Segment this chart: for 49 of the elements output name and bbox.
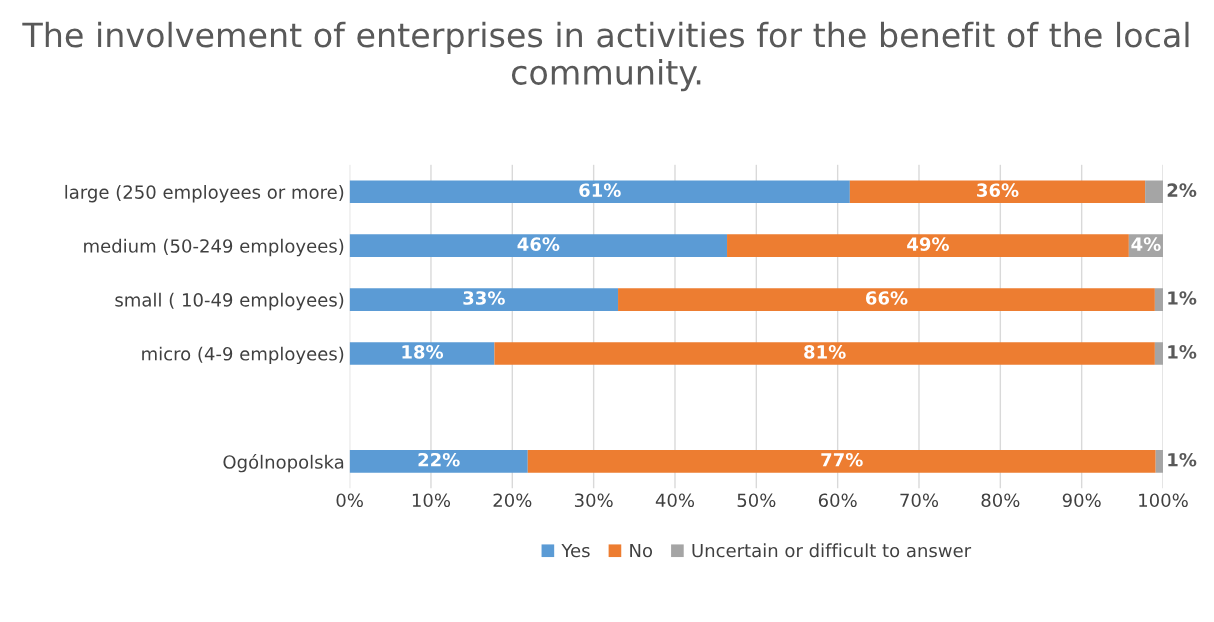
y-tick-label: Ogólnopolska <box>223 454 344 473</box>
data-label: 77% <box>821 452 863 467</box>
x-tick-label: 90% <box>1062 493 1101 508</box>
x-tick-label: 10% <box>412 493 451 508</box>
y-tick-label: large (250 employees or more) <box>65 184 344 203</box>
x-tick-label: 60% <box>818 493 857 508</box>
bar <box>1154 288 1164 311</box>
bar <box>349 234 728 258</box>
bar <box>349 288 619 311</box>
legend-label: Uncertain or difficult to answer <box>692 543 972 558</box>
data-label: 61% <box>579 183 621 198</box>
x-tick-label: 40% <box>655 493 695 508</box>
bar <box>494 342 1155 365</box>
x-tick-label: 70% <box>900 493 939 508</box>
x-tick-label: 20% <box>493 493 532 508</box>
chart-title: The involvement of enterprises in activities for the benefit of the local community. <box>22 21 1189 92</box>
data-label: 22% <box>418 452 460 467</box>
bar <box>349 180 850 204</box>
y-tick-label: micro (4-9 employees) <box>142 346 344 365</box>
bar <box>727 234 1129 258</box>
data-label: 36% <box>977 183 1019 198</box>
bar <box>527 450 1156 473</box>
data-label: 49% <box>907 237 949 251</box>
bar <box>618 288 1155 311</box>
y-tick-label: small ( 10-49 employees) <box>115 292 344 311</box>
data-label: 18% <box>402 345 444 359</box>
bar <box>349 342 495 365</box>
bar <box>1145 180 1164 204</box>
legend-label: Yes <box>561 543 590 558</box>
data-label: 46% <box>517 237 560 251</box>
data-label: 33% <box>463 291 505 305</box>
data-label: 81% <box>804 345 846 359</box>
x-tick-label: 80% <box>981 493 1020 508</box>
data-label: 2% <box>1167 183 1197 198</box>
bar <box>349 450 528 473</box>
y-tick-label: medium (50-249 employees) <box>84 238 344 257</box>
legend-label: No <box>630 543 653 558</box>
data-label: 4% <box>1131 237 1161 251</box>
data-label: 66% <box>865 291 908 305</box>
x-tick-label: 30% <box>574 493 613 508</box>
data-label: 1% <box>1168 452 1197 467</box>
bar <box>1154 342 1164 365</box>
data-label: 1% <box>1168 345 1197 359</box>
x-tick-label: 100% <box>1139 493 1188 508</box>
bar <box>849 180 1146 204</box>
x-tick-label: 50% <box>737 493 776 508</box>
bar <box>1155 450 1164 473</box>
x-tick-label: 0% <box>336 493 363 508</box>
data-label: 1% <box>1168 291 1197 305</box>
